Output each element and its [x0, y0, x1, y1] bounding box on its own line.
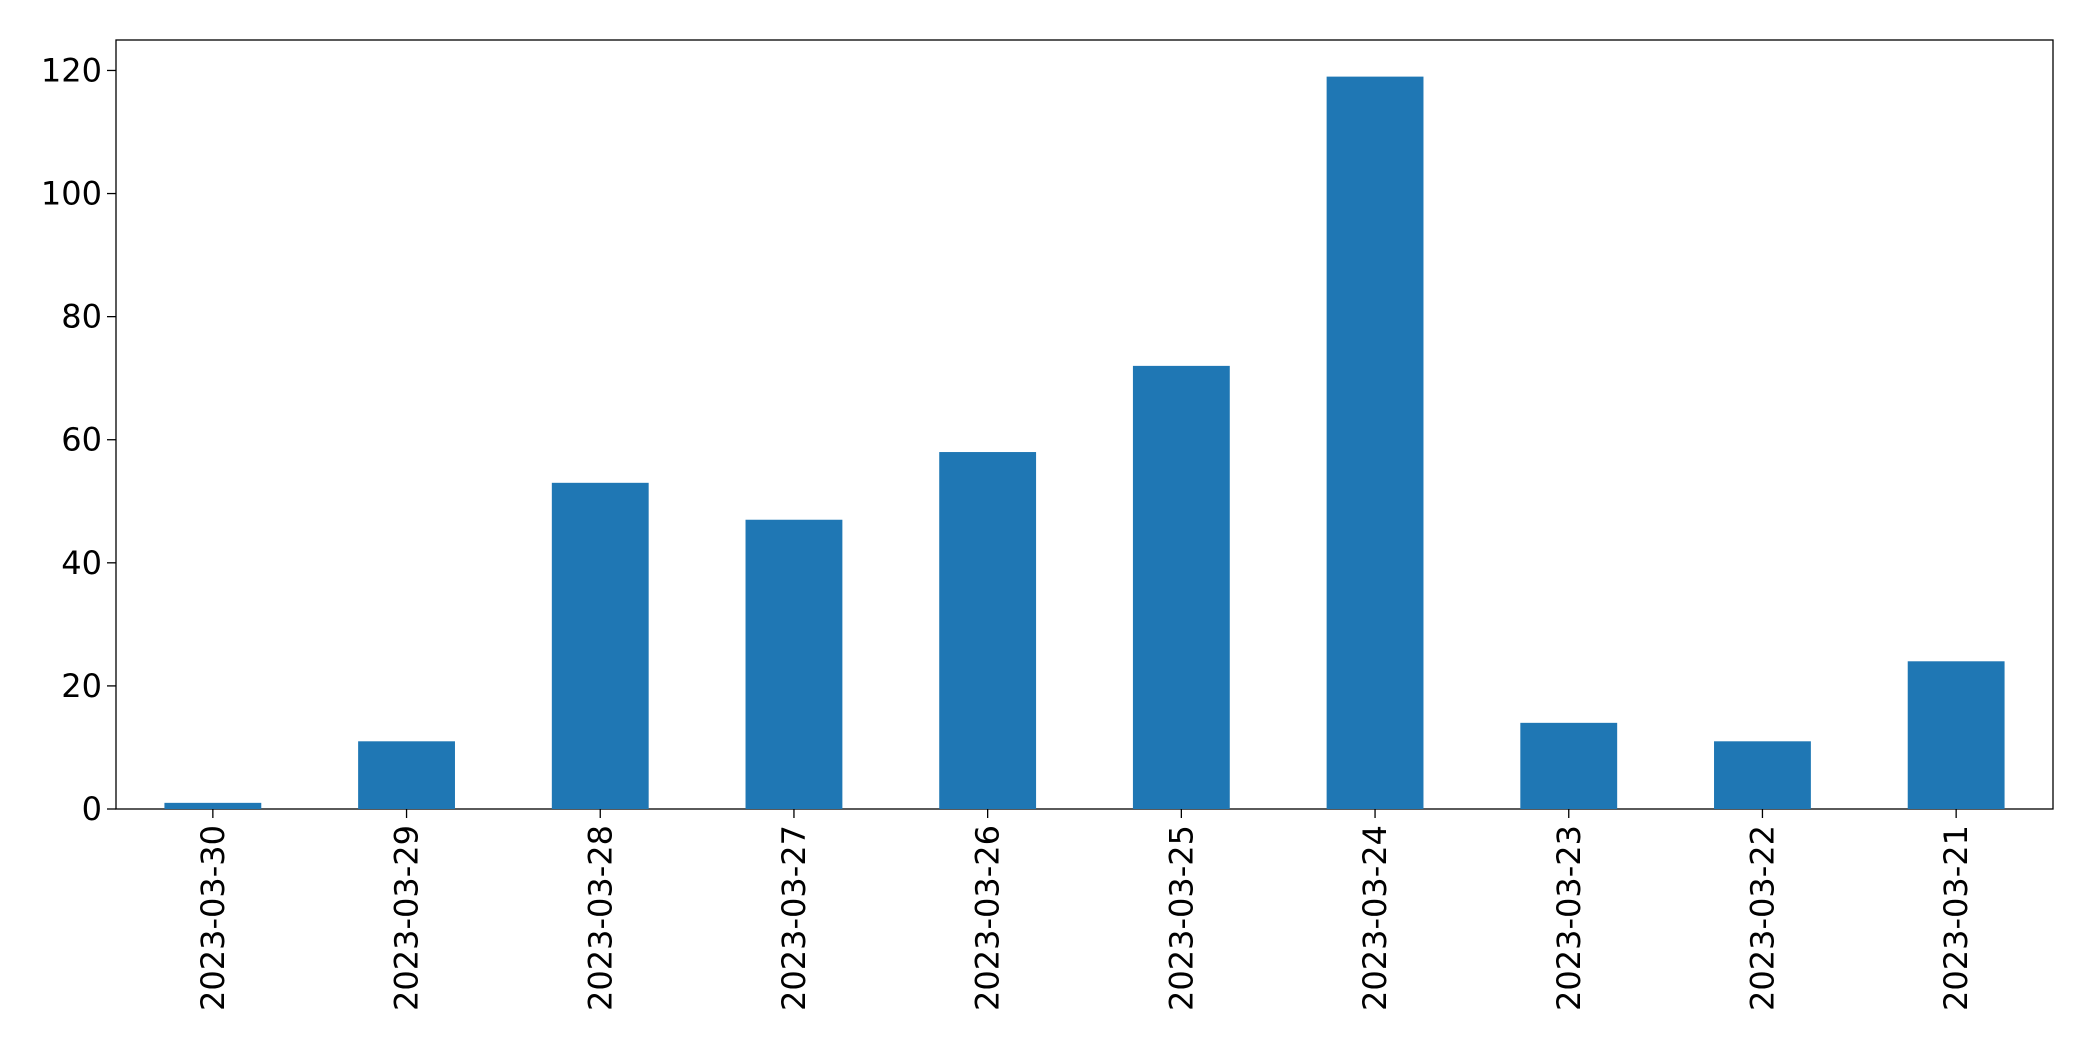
x-tick-label: 2023-03-29: [388, 825, 426, 1011]
bar: [1520, 722, 1618, 809]
y-tick-label: 80: [61, 298, 102, 336]
x-tick-label: 2023-03-30: [194, 825, 232, 1011]
bar: [551, 482, 649, 809]
y-tick-label: 40: [61, 544, 102, 582]
x-tick-label: 2023-03-27: [775, 825, 813, 1011]
y-tick-label: 120: [41, 51, 102, 89]
plot-frame: [115, 39, 2054, 810]
x-tick-label: 2023-03-22: [1743, 825, 1781, 1011]
bar: [1132, 365, 1230, 809]
bar: [164, 802, 262, 809]
x-tick-label: 2023-03-21: [1937, 825, 1975, 1011]
y-tick-label: 60: [61, 421, 102, 459]
x-tick-label: 2023-03-24: [1356, 825, 1394, 1011]
y-tick-label: 100: [41, 175, 102, 213]
bar: [1326, 76, 1424, 810]
x-tick-label: 2023-03-28: [581, 825, 619, 1011]
bar: [745, 519, 843, 809]
y-tick-label: 20: [61, 667, 102, 705]
bar: [1714, 741, 1811, 809]
bar: [939, 452, 1037, 809]
x-tick-label: 2023-03-26: [969, 825, 1007, 1011]
y-tick-label: 0: [82, 790, 102, 828]
bar: [1907, 661, 2005, 809]
x-tick-label: 2023-03-23: [1550, 825, 1588, 1011]
bar: [358, 741, 455, 809]
x-tick-label: 2023-03-25: [1162, 825, 1200, 1011]
